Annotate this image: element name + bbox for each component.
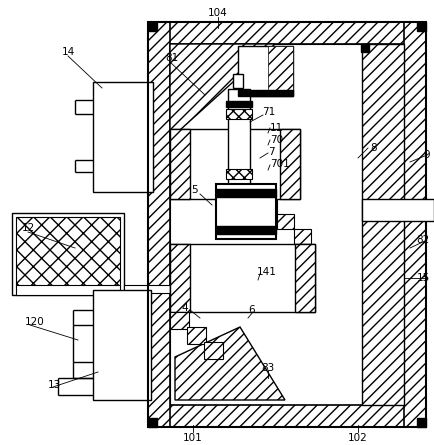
Text: 71: 71 — [261, 107, 275, 117]
Bar — [227, 89, 250, 199]
Bar — [170, 312, 188, 329]
Polygon shape — [267, 46, 293, 90]
Text: 102: 102 — [347, 433, 367, 443]
Text: 82: 82 — [416, 235, 429, 245]
Bar — [361, 199, 433, 221]
Text: 14: 14 — [62, 47, 75, 57]
Text: 70: 70 — [270, 135, 283, 145]
Bar — [12, 213, 124, 295]
Bar — [187, 327, 206, 344]
Bar — [226, 101, 251, 107]
Bar — [416, 22, 425, 31]
Text: 4: 4 — [181, 303, 188, 313]
Bar — [403, 22, 425, 427]
Text: 8: 8 — [369, 143, 376, 153]
Text: 83: 83 — [261, 363, 274, 373]
Bar — [237, 90, 293, 96]
Bar — [360, 44, 368, 52]
Text: 15: 15 — [416, 273, 429, 283]
Bar — [216, 226, 275, 234]
Bar — [294, 244, 314, 312]
Bar — [93, 82, 153, 192]
Bar — [93, 290, 151, 400]
Bar — [416, 418, 425, 427]
Bar — [226, 109, 251, 119]
Bar — [216, 189, 275, 197]
Text: 101: 101 — [183, 433, 202, 443]
Bar — [148, 405, 425, 427]
Bar — [279, 129, 299, 199]
Bar — [170, 244, 314, 312]
Bar — [16, 217, 120, 287]
Text: 701: 701 — [270, 159, 289, 169]
Text: 120: 120 — [25, 317, 45, 327]
Text: 141: 141 — [256, 267, 276, 277]
Text: 11: 11 — [270, 123, 283, 133]
Text: 9: 9 — [422, 150, 429, 160]
Polygon shape — [174, 327, 284, 400]
Bar — [204, 342, 223, 359]
Bar — [276, 214, 293, 229]
Bar — [216, 184, 275, 239]
Bar — [148, 22, 425, 427]
Text: 5: 5 — [191, 185, 198, 195]
Text: 7: 7 — [267, 147, 274, 157]
Bar — [170, 44, 403, 405]
Bar — [361, 44, 403, 405]
Bar — [170, 244, 190, 312]
Text: 104: 104 — [207, 8, 227, 18]
Bar — [226, 169, 251, 179]
Bar — [148, 22, 170, 427]
Text: 81: 81 — [164, 53, 178, 63]
Bar — [237, 46, 293, 96]
Bar — [148, 22, 425, 44]
Text: 12: 12 — [22, 223, 35, 233]
Bar — [124, 285, 170, 293]
Text: 6: 6 — [248, 305, 255, 315]
Polygon shape — [170, 44, 274, 139]
Bar — [293, 229, 310, 244]
Bar — [16, 285, 120, 295]
Bar — [170, 129, 190, 199]
Text: 13: 13 — [48, 380, 61, 390]
Bar — [148, 418, 157, 427]
Bar — [260, 199, 276, 214]
Bar — [148, 22, 157, 31]
Bar — [170, 129, 299, 199]
Bar — [233, 74, 243, 88]
